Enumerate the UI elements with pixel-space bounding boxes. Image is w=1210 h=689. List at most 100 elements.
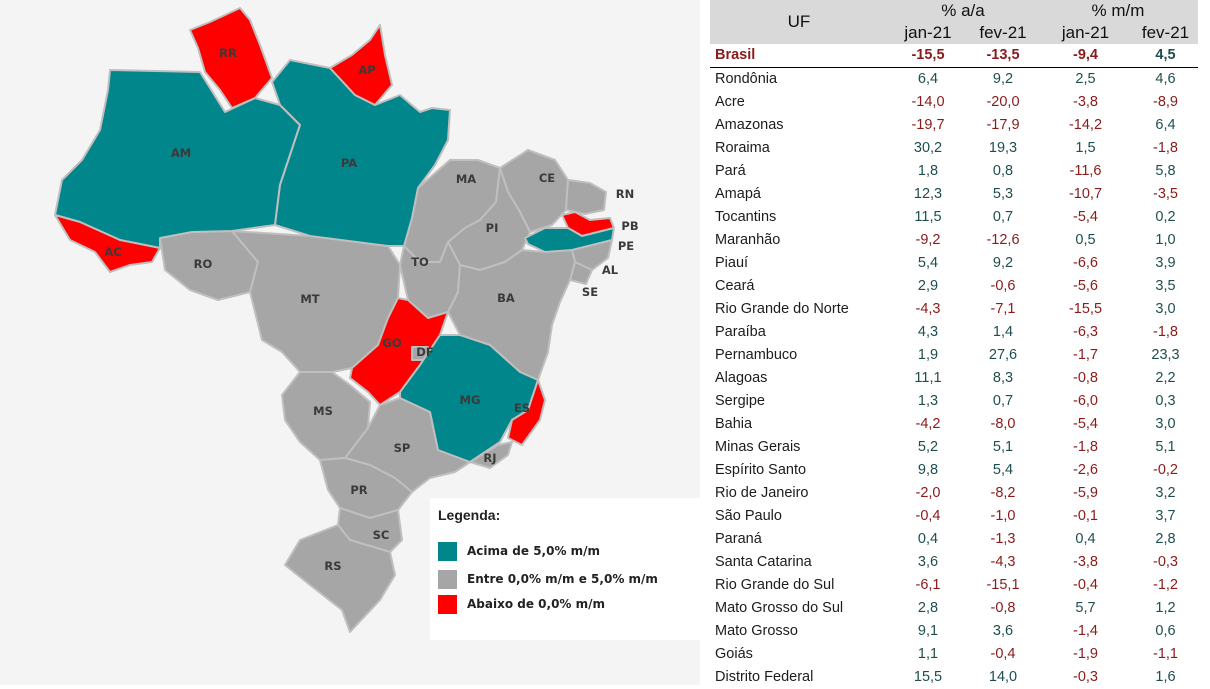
state-pe <box>524 227 615 253</box>
state-name-cell: Tocantins <box>715 209 777 225</box>
table-row: Goiás 1,1 -0,4 -1,9 -1,1 <box>710 643 1198 666</box>
value-cell: 4,5 <box>1133 44 1198 68</box>
value-cell: 14,0 <box>988 669 1018 685</box>
state-label-al: AL <box>602 263 619 277</box>
value-cell: -1,1 <box>1153 646 1178 662</box>
state-name-cell: Maranhão <box>715 232 781 248</box>
value-cell: 2,5 <box>1075 71 1096 87</box>
table-row: Minas Gerais 5,2 5,1 -1,8 5,1 <box>710 436 1198 459</box>
value-cell: -0,8 <box>1073 370 1098 386</box>
value-cell: -2,0 <box>915 485 941 501</box>
state-label-ro: RO <box>194 257 213 271</box>
legend-label-below: Abaixo de 0,0% m/m <box>467 597 606 611</box>
value-cell: -15,5 <box>1068 301 1103 317</box>
state-es <box>507 379 546 446</box>
value-cell: 0,6 <box>1155 623 1176 639</box>
value-cell: -0,4 <box>990 646 1016 662</box>
value-cell: 2,9 <box>917 278 939 294</box>
uf-data-table: UF % a/a % m/m jan-21 fev-21 jan-21 fev-… <box>710 0 1198 689</box>
value-cell: -3,5 <box>1153 186 1178 202</box>
value-cell: 4,3 <box>917 324 939 340</box>
legend-item-between: Entre 0,0% m/m e 5,0% m/m <box>438 569 658 589</box>
state-name-cell: Rio Grande do Sul <box>715 577 835 593</box>
value-cell: -0,3 <box>1073 669 1098 685</box>
state-name-cell: Distrito Federal <box>715 669 814 685</box>
value-cell: -1,8 <box>1153 140 1178 156</box>
value-cell: -20,0 <box>986 94 1020 110</box>
header-aa-jan: jan-21 <box>888 22 968 44</box>
header-aa-fev: fev-21 <box>968 22 1038 44</box>
value-cell: -5,9 <box>1073 485 1098 501</box>
value-cell: -6,0 <box>1073 393 1098 409</box>
state-name-cell: Paraná <box>715 531 762 547</box>
value-cell: 1,5 <box>1075 140 1096 156</box>
table-row: Mato Grosso 9,1 3,6 -1,4 0,6 <box>710 620 1198 643</box>
table-row: São Paulo -0,4 -1,0 -0,1 3,7 <box>710 505 1198 528</box>
state-name-cell: Bahia <box>715 416 753 432</box>
state-name-cell: Rondônia <box>715 71 778 87</box>
value-cell: -0,3 <box>1153 554 1178 570</box>
state-name-cell: Ceará <box>715 278 755 294</box>
value-cell: 27,6 <box>988 347 1018 363</box>
table-body: Brasil -15,5 -13,5 -9,4 4,5 Rondônia 6,4 9,2 2,5… <box>710 44 1198 689</box>
table-row: Roraima 30,2 19,3 1,5 -1,8 <box>710 137 1198 160</box>
state-label-mt: MT <box>300 292 319 306</box>
value-cell: 9,2 <box>992 255 1014 271</box>
state-name-cell: Rio de Janeiro <box>715 485 809 501</box>
value-cell: 0,3 <box>1155 393 1176 409</box>
value-cell: 3,9 <box>1155 255 1176 271</box>
value-cell: 5,4 <box>917 255 939 271</box>
value-cell: -10,7 <box>1068 186 1103 202</box>
table-row: Paraná 0,4 -1,3 0,4 2,8 <box>710 528 1198 551</box>
state-name-cell: Minas Gerais <box>715 439 801 455</box>
value-cell: 2,2 <box>1155 370 1176 386</box>
value-cell: 30,2 <box>913 140 943 156</box>
value-cell: -19,7 <box>911 117 945 133</box>
value-cell: -8,9 <box>1153 94 1178 110</box>
value-cell: 4,6 <box>1155 71 1176 87</box>
value-cell: 0,4 <box>917 531 939 547</box>
brazil-map-panel: RR AP AM PA AC RO MT MA CE RN PB PE AL SE PI TO BA GO DF MG… <box>0 0 700 685</box>
state-name-cell: Roraima <box>715 140 770 156</box>
value-cell: -2,6 <box>1073 462 1098 478</box>
state-name-cell: Espírito Santo <box>715 462 807 478</box>
value-cell: -0,6 <box>990 278 1016 294</box>
value-cell: -14,2 <box>1068 117 1103 133</box>
header-mm: % m/m <box>1038 0 1198 22</box>
legend-swatch-between <box>438 569 457 589</box>
table-row: Acre -14,0 -20,0 -3,8 -8,9 <box>710 91 1198 114</box>
value-cell: -1,4 <box>1073 623 1098 639</box>
state-name-cell: Santa Catarina <box>715 554 812 570</box>
state-label-se: SE <box>582 285 598 299</box>
header-mm-fev: fev-21 <box>1133 22 1198 44</box>
table-row: Pará 1,8 0,8 -11,6 5,8 <box>710 160 1198 183</box>
state-label-rj: RJ <box>483 451 496 465</box>
state-name-cell: Piauí <box>715 255 749 271</box>
state-name-cell: Paraíba <box>715 324 766 340</box>
value-cell: -3,8 <box>1073 554 1098 570</box>
value-cell: 3,6 <box>992 623 1014 639</box>
data-table-panel: UF % a/a % m/m jan-21 fev-21 jan-21 fev-… <box>710 0 1210 685</box>
state-name-cell: Mato Grosso do Sul <box>715 600 844 616</box>
legend-item-below: Abaixo de 0,0% m/m <box>438 594 605 614</box>
value-cell: 2,8 <box>1155 531 1176 547</box>
value-cell: 0,4 <box>1075 531 1096 547</box>
table-row: Tocantins 11,5 0,7 -5,4 0,2 <box>710 206 1198 229</box>
state-ba <box>447 249 576 381</box>
state-label-mg: MG <box>460 393 481 407</box>
value-cell: 11,1 <box>914 370 942 386</box>
state-label-ap: AP <box>358 63 375 77</box>
value-cell: -9,2 <box>915 232 941 248</box>
table-row: Piauí 5,4 9,2 -6,6 3,9 <box>710 252 1198 275</box>
state-label-ac: AC <box>104 245 121 259</box>
value-cell: -7,1 <box>990 301 1016 317</box>
value-cell: 5,3 <box>992 186 1014 202</box>
state-rn <box>565 179 607 215</box>
state-label-pb: PB <box>621 219 638 233</box>
value-cell: -12,6 <box>986 232 1020 248</box>
state-name-cell: Amazonas <box>715 117 784 133</box>
value-cell: 1,9 <box>917 347 939 363</box>
state-name-cell: Pará <box>715 163 746 179</box>
value-cell: -17,9 <box>986 117 1020 133</box>
value-cell: 1,3 <box>917 393 939 409</box>
